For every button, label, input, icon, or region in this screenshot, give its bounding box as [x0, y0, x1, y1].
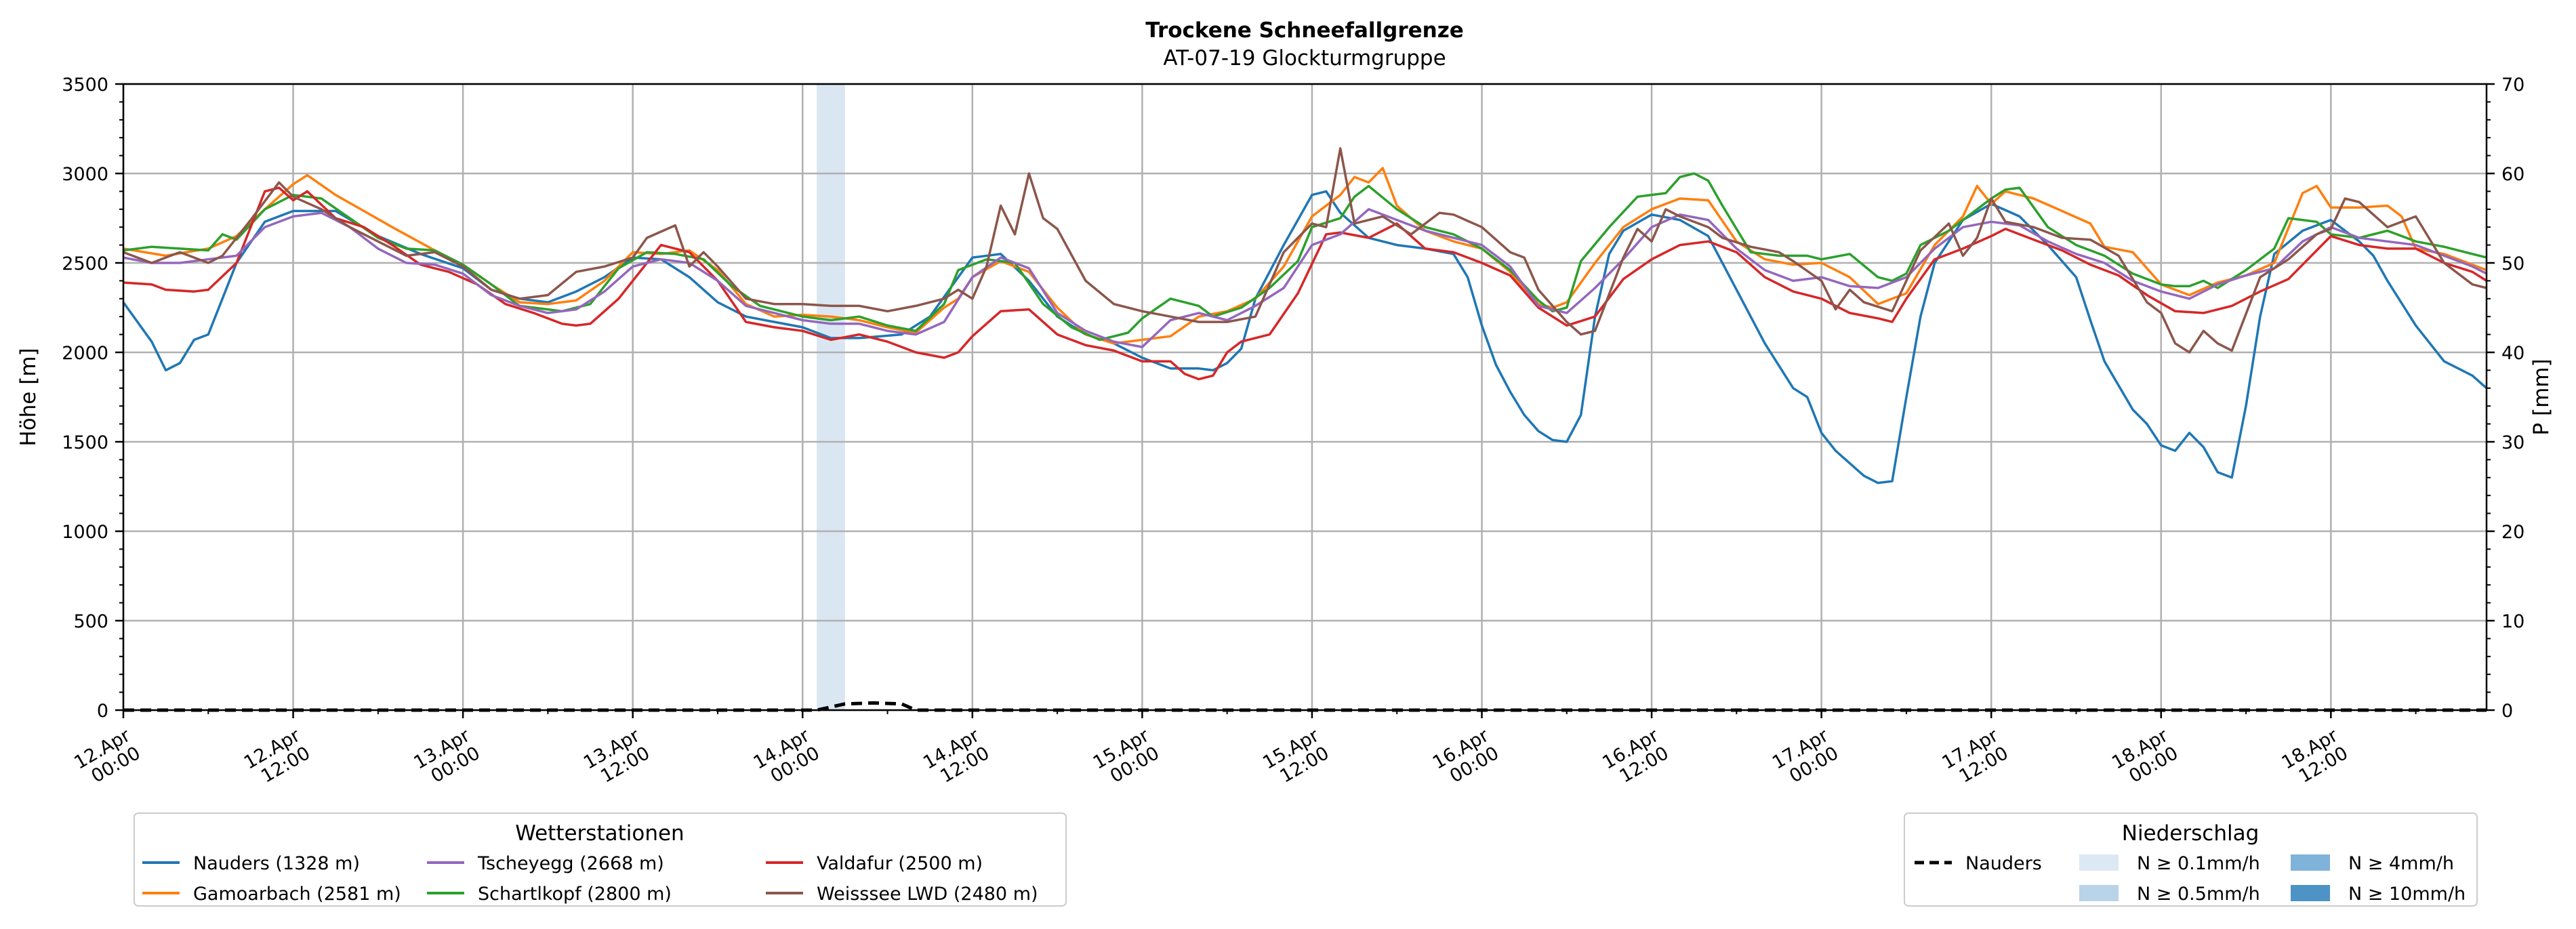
plot-frame — [122, 83, 2488, 711]
legend-precipitation-items: N ≥ 0.1mm/h N ≥ 0.5mm/h N ≥ 4mm/h N ≥ 10mm/… — [2079, 853, 2466, 905]
y-tick-label: 2000 — [62, 343, 108, 364]
precip-shading-band — [817, 84, 845, 710]
y-tick-label: 3000 — [62, 164, 108, 185]
legend-station-label: Schartlkopf (2800 m) — [478, 884, 672, 905]
y-tick-label: 1500 — [62, 432, 108, 453]
y-tick-label: 1000 — [62, 522, 108, 543]
legend-precip-swatch — [2079, 854, 2119, 871]
legend-stations-items: Nauders (1328 m) Gamoarbach (2581 m) Tsche… — [142, 853, 1038, 905]
y2-tick-label: 70 — [2501, 75, 2524, 96]
legend-station-label: Tscheyegg (2668 m) — [477, 853, 664, 874]
plot-background-layer — [817, 84, 845, 710]
y2-tick-label: 20 — [2501, 522, 2524, 543]
y-tick-label: 3500 — [62, 75, 108, 96]
precip-line-0 — [123, 701, 2487, 712]
grid-layer — [122, 83, 2487, 711]
series-line-2 — [123, 172, 2487, 342]
legend-stations: Wetterstationen Nauders (1328 m) Gamoarba… — [134, 812, 1067, 907]
series-line-5 — [123, 147, 2487, 354]
legend-precip-label: N ≥ 0.5mm/h — [2137, 884, 2260, 905]
legend-stations-title: Wetterstationen — [515, 821, 684, 846]
series-line-1 — [123, 167, 2487, 345]
legend-precipitation: Niederschlag Nauders N ≥ 0.1mm/h N ≥ 0.5m… — [1904, 812, 2478, 907]
chart-title: Trockene Schneefallgrenze — [1145, 18, 1464, 43]
axes-layer: 0 500 1000 1500 2000 2500 3000 3500 0 10 20 30 40 50 6… — [62, 75, 2524, 787]
legend-precip-label: N ≥ 0.1mm/h — [2137, 853, 2260, 874]
y-axis-label: Höhe [m] — [16, 348, 41, 446]
legend-station-label: Nauders (1328 m) — [193, 853, 360, 874]
y2-axis-label: P [mm] — [2529, 358, 2554, 435]
y2-tick-label: 40 — [2501, 343, 2524, 364]
y-tick-label: 2500 — [62, 253, 108, 274]
legend-station-label: Valdafur (2500 m) — [817, 853, 983, 874]
series-line-0 — [122, 190, 2488, 484]
legend-station-label: Weisssee LWD (2480 m) — [817, 884, 1038, 905]
legend-station-label: Gamoarbach (2581 m) — [193, 884, 401, 905]
y2-tick-label: 50 — [2501, 253, 2524, 274]
y2-tick-label: 30 — [2501, 432, 2524, 453]
legend-precipitation-title: Niederschlag — [2122, 821, 2260, 846]
legend-precip-label: N ≥ 4mm/h — [2348, 853, 2454, 874]
legend-precip-line-label: Nauders — [1965, 853, 2042, 874]
y2-tick-label: 60 — [2501, 164, 2524, 185]
y2-tick-label: 10 — [2501, 611, 2524, 632]
series-line-4 — [123, 208, 2487, 348]
series-layer — [122, 147, 2488, 712]
legend-precip-swatch — [2291, 854, 2330, 871]
legend-precip-swatch — [2291, 885, 2330, 901]
legend-precip-swatch — [2079, 885, 2119, 901]
y-tick-label: 500 — [73, 611, 108, 632]
legend-precip-label: N ≥ 10mm/h — [2348, 884, 2466, 905]
y2-tick-label: 0 — [2501, 701, 2513, 722]
chart-subtitle: AT-07-19 Glockturmgruppe — [1163, 46, 1446, 70]
y-tick-label: 0 — [97, 701, 108, 722]
